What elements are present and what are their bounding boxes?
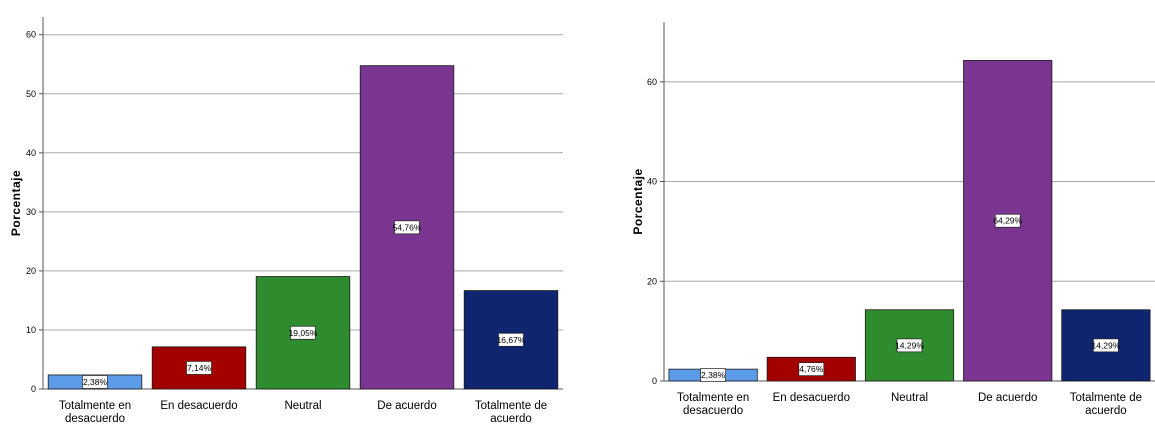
y-tick-label: 0 <box>31 384 36 394</box>
chart-right: Porcentaje 0 20 40 60 2,38% Totalmente en desac… <box>620 0 1155 423</box>
y-tick-label: 0 <box>652 376 657 386</box>
data-label: 14,29% <box>895 340 924 350</box>
data-label-box <box>82 375 108 389</box>
y-tick-label: 60 <box>26 30 36 40</box>
y-tick-label: 20 <box>647 276 657 286</box>
data-label: 4,76% <box>799 364 824 374</box>
category-label: Totalmente de <box>475 400 547 412</box>
category-label: En desacuerdo <box>160 400 237 412</box>
y-tick-label: 20 <box>26 266 36 276</box>
category-label: Totalmente en <box>59 400 131 412</box>
data-label: 19,05% <box>289 328 318 338</box>
y-axis-label: Porcentaje <box>9 170 23 236</box>
data-label-box <box>798 362 825 376</box>
bar-chart-left-svg: Porcentaje 0 10 20 30 40 50 60 2,38% Totalmente e… <box>9 17 563 425</box>
bar-chart-right-svg: Porcentaje 0 20 40 60 2,38% Totalmente endesac… <box>631 22 1155 417</box>
data-label-box <box>700 368 726 382</box>
data-label: 64,29% <box>993 216 1022 226</box>
y-tick-label: 60 <box>647 77 657 87</box>
data-label: 16,67% <box>497 335 526 345</box>
y-tick-label: 50 <box>26 89 36 99</box>
category-label: De acuerdo <box>978 392 1037 404</box>
data-label: 54,76% <box>393 222 422 232</box>
data-label-box <box>498 332 524 347</box>
data-label: 14,29% <box>1091 340 1120 350</box>
data-label: 2,38% <box>701 370 726 380</box>
data-label-box <box>994 213 1021 228</box>
y-tick-label: 10 <box>26 325 36 335</box>
category-label: Neutral <box>284 400 321 412</box>
y-axis-label: Porcentaje <box>631 168 645 234</box>
category-label: desacuerdo <box>683 405 743 417</box>
y-tick-label: 40 <box>647 177 657 187</box>
y-tick-label: 40 <box>26 148 36 158</box>
data-label-box <box>1093 338 1119 353</box>
data-label-box <box>394 220 420 235</box>
chart-left: Porcentaje 0 10 20 30 40 50 60 2,38% Totalmente e… <box>0 0 580 425</box>
category-label: acuerdo <box>1085 405 1127 417</box>
category-label: acuerdo <box>490 413 532 423</box>
data-label-box <box>896 338 923 353</box>
y-tick-label: 30 <box>26 207 36 217</box>
category-label: En desacuerdo <box>773 392 850 404</box>
category-label: Totalmente en <box>677 392 749 404</box>
category-label: Neutral <box>891 392 928 404</box>
data-label: 2,38% <box>83 377 108 387</box>
data-label-box <box>290 325 316 340</box>
data-label: 7,14% <box>187 363 212 373</box>
category-label: desacuerdo <box>65 413 125 423</box>
category-label: Totalmente de <box>1070 392 1142 404</box>
data-label-box <box>186 361 212 375</box>
category-label: De acuerdo <box>377 400 436 412</box>
